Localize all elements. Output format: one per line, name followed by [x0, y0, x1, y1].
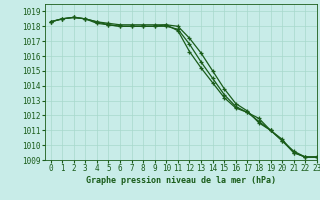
X-axis label: Graphe pression niveau de la mer (hPa): Graphe pression niveau de la mer (hPa) — [86, 176, 276, 185]
